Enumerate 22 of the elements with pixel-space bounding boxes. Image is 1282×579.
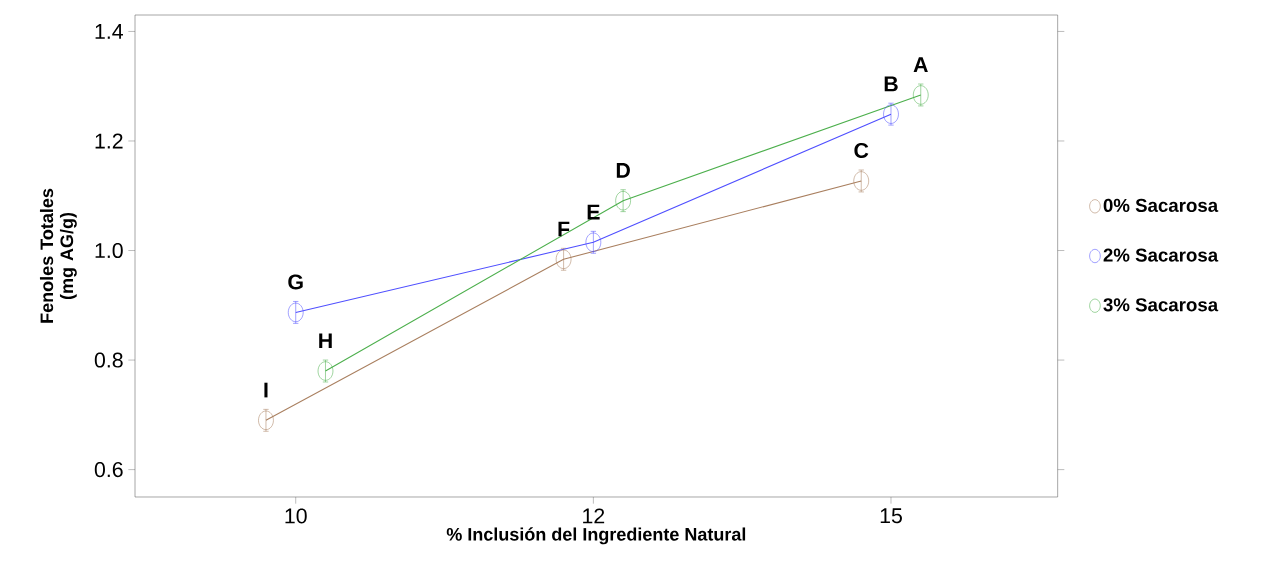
x-tick-label: 12 xyxy=(583,508,605,524)
data-label: A xyxy=(913,57,928,73)
data-label: H xyxy=(319,333,332,349)
data-label: D xyxy=(616,163,630,178)
data-label: E xyxy=(587,204,600,220)
data-label: B xyxy=(884,76,898,92)
x-axis-title: % Inclusión del Ingrediente Natural xyxy=(446,527,746,545)
y-tick-label: 0.8 xyxy=(94,352,123,368)
legend-label: 2% Sacarosa xyxy=(1103,248,1219,262)
data-label: C xyxy=(854,142,869,159)
legend-label: 0% Sacarosa xyxy=(1103,198,1219,213)
y-tick-label: 1.0 xyxy=(95,242,123,259)
data-label: I xyxy=(264,382,268,398)
x-tick-label: 10 xyxy=(285,508,307,524)
data-label: F xyxy=(558,221,570,237)
y-axis-title: Fenoles Totales (mg AG/g) xyxy=(39,188,77,323)
y-tick-label: 1.4 xyxy=(95,24,123,39)
y-tick-label: 1.2 xyxy=(95,133,123,149)
x-tick-label: 15 xyxy=(880,508,902,524)
legend-label: 3% Sacarosa xyxy=(1103,298,1219,312)
y-tick-label: 0.6 xyxy=(94,462,123,478)
data-label: G xyxy=(288,274,303,290)
